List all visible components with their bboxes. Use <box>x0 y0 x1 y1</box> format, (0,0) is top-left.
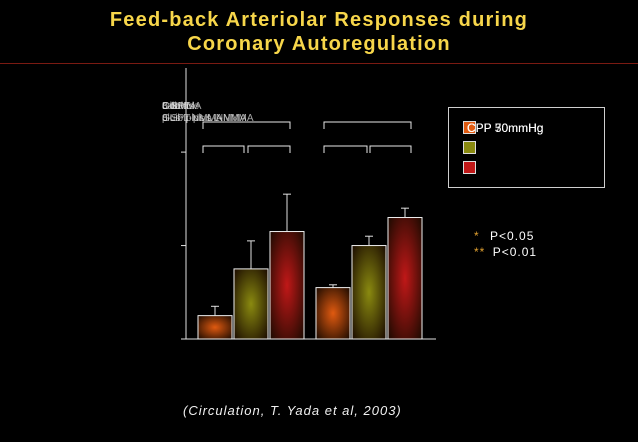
group-label-catalase: catalase <box>162 101 200 112</box>
bar-s2-g2 <box>351 245 387 340</box>
group-label-control: Control <box>162 101 195 112</box>
legend-swatch-1 <box>463 121 476 134</box>
chart-title: Feed-back Arteriolar Responses during Co… <box>0 8 638 56</box>
bar-s3-g2 <box>387 217 423 340</box>
comparison-bracket-5 <box>323 145 368 153</box>
comparison-bracket-4 <box>247 145 291 153</box>
legend-swatch-3 <box>463 161 476 174</box>
comparison-bracket-6 <box>369 145 412 153</box>
bar-s3-g1 <box>269 231 305 340</box>
legend: CPP 70mmHg CPP 50mmHg CPP 30mmHg <box>448 107 605 188</box>
significance-note-1: * P<0.05 <box>474 229 534 243</box>
title-divider <box>0 63 638 64</box>
significance-text-1: P<0.05 <box>490 229 535 243</box>
comparison-bracket-3 <box>202 145 245 153</box>
group-label-l-nmma: L-NMMA <box>162 101 202 112</box>
bar-s1-g1 <box>197 315 233 340</box>
comparison-bracket-2 <box>323 121 412 129</box>
chart-title-line-1: Feed-back Arteriolar Responses during <box>109 9 529 31</box>
bar-s2-g1 <box>233 268 269 340</box>
citation: (Circulation, T. Yada et al, 2003) <box>183 403 402 418</box>
comparison-bracket-1 <box>202 121 291 129</box>
legend-label-cpp-30: CPP 30mmHg <box>467 121 544 135</box>
legend-label-cpp-70: CPP 70mmHg <box>467 121 544 135</box>
group-label-plus-l-nmma: plus L-NMMA <box>162 113 223 124</box>
significance-text-2: P<0.01 <box>492 245 538 259</box>
legend-swatch-2 <box>463 141 476 154</box>
legend-label-cpp-50: CPP 50mmHg <box>467 121 544 135</box>
group-label-8-spt-plus-l-nmma: 8-SPT plus L-NMMA <box>162 113 254 124</box>
significance-note-2: ** P<0.01 <box>474 245 537 259</box>
bar-s1-g2 <box>315 287 351 340</box>
group-label-glib-plus-l-nmma: GLib plus L-NMMA <box>162 113 247 124</box>
significance-stars-1: * <box>474 229 480 243</box>
chart-title-line-2: Coronary Autoregulation <box>187 33 451 55</box>
group-label-8-spt: 8-SPT <box>162 101 191 112</box>
significance-stars-2: ** <box>474 245 486 259</box>
group-label-glib: Glib <box>162 101 180 112</box>
